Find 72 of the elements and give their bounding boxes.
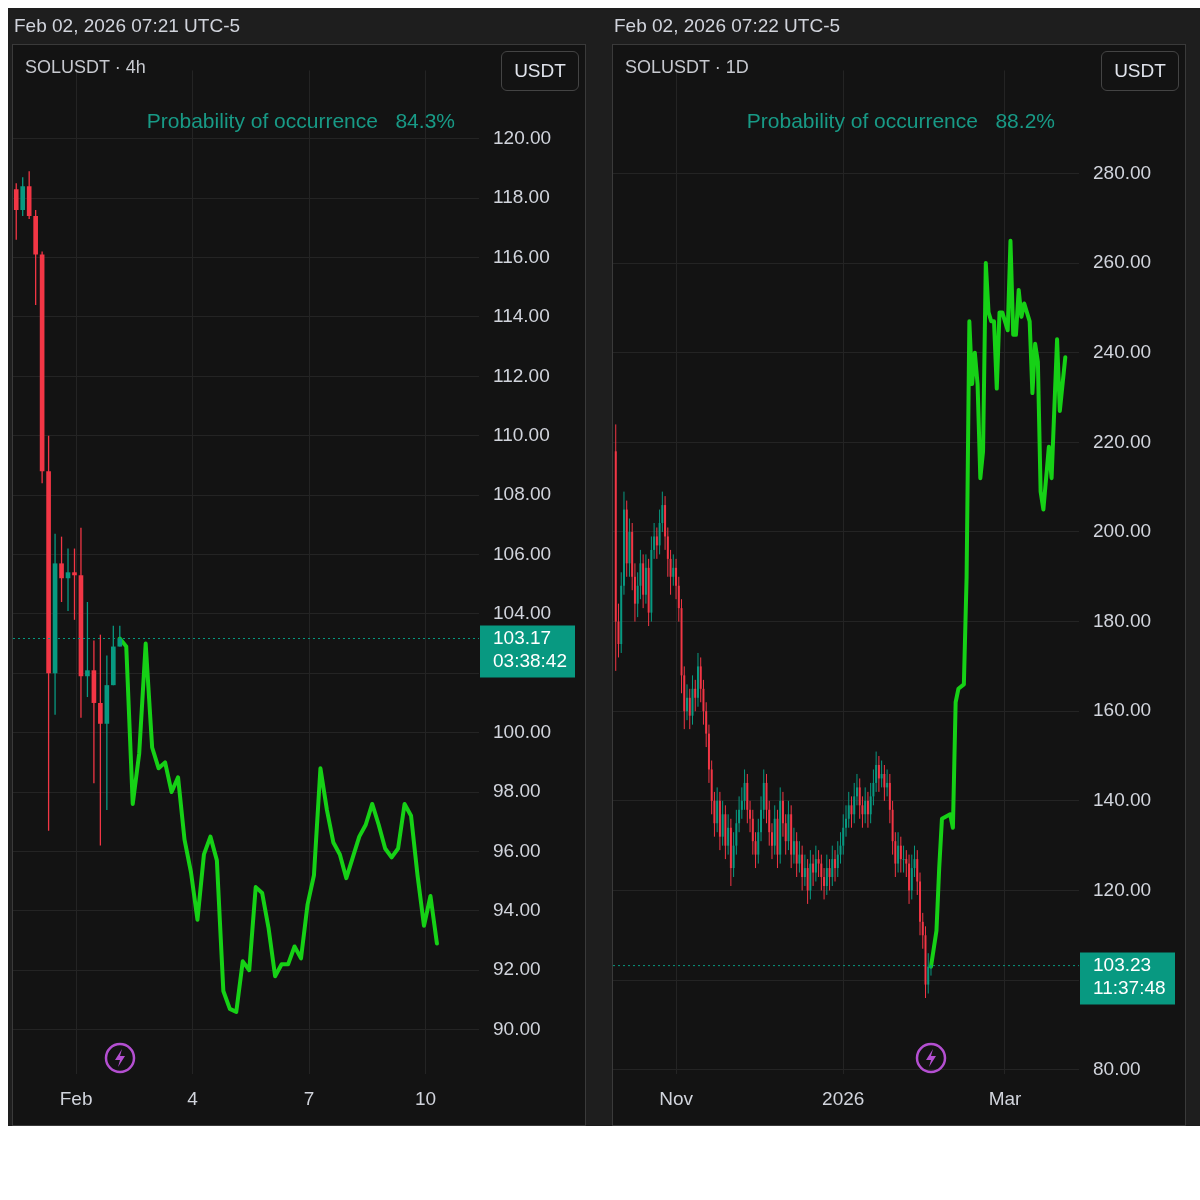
y-tick-label: 80.00 bbox=[1093, 1057, 1141, 1079]
y-tick-label: 120.00 bbox=[1093, 878, 1152, 900]
y-tick-label: 94.00 bbox=[493, 899, 541, 921]
y-tick-label: 98.00 bbox=[493, 780, 541, 802]
y-tick-label: 280.00 bbox=[1093, 161, 1152, 183]
candlestick bbox=[743, 768, 746, 811]
y-tick-label: 100.00 bbox=[493, 720, 552, 742]
candlestick bbox=[672, 553, 675, 587]
candlestick bbox=[902, 845, 905, 874]
y-tick-label: 110.00 bbox=[493, 423, 550, 445]
y-tick-label: 106.00 bbox=[493, 542, 552, 564]
candlestick bbox=[899, 836, 902, 874]
candlestick bbox=[716, 786, 719, 833]
candlestick bbox=[696, 652, 699, 708]
x-tick-label: 7 bbox=[303, 1087, 315, 1109]
candlestick bbox=[798, 840, 801, 874]
y-tick-label: 118.00 bbox=[493, 186, 550, 208]
candlestick bbox=[825, 854, 828, 896]
candlestick bbox=[686, 683, 688, 721]
y-tick-label: 160.00 bbox=[1093, 699, 1152, 721]
y-axis-title: USDT bbox=[1101, 51, 1179, 91]
candlestick bbox=[72, 547, 77, 621]
candlestick bbox=[828, 858, 831, 891]
candlestick bbox=[801, 845, 804, 891]
candlestick bbox=[13, 182, 19, 241]
y-axis-title: USDT bbox=[501, 51, 579, 91]
candlestick bbox=[795, 831, 798, 878]
y-tick-label: 140.00 bbox=[1093, 789, 1152, 811]
y-tick-label: 200.00 bbox=[1093, 520, 1152, 542]
x-tick-label: 10 bbox=[415, 1087, 437, 1109]
y-tick-label: 240.00 bbox=[1093, 340, 1152, 362]
candlestick bbox=[814, 845, 817, 883]
candlestick bbox=[806, 858, 809, 905]
candlestick bbox=[897, 831, 900, 874]
candlestick bbox=[850, 795, 853, 829]
x-tick-label: 4 bbox=[187, 1087, 199, 1109]
y-tick-label: 92.00 bbox=[493, 958, 541, 980]
y-tick-label: 260.00 bbox=[1093, 251, 1152, 273]
y-tick-label: 114.00 bbox=[493, 305, 550, 327]
y-tick-label: 104.00 bbox=[493, 602, 552, 624]
y-tick-label: 112.00 bbox=[493, 364, 550, 386]
y-tick-label: 120.00 bbox=[493, 126, 552, 148]
y-tick-label: 96.00 bbox=[493, 839, 541, 861]
candlestick bbox=[883, 764, 886, 802]
candlestick bbox=[20, 176, 26, 217]
chart-title: SOLUSDT · 4h bbox=[25, 57, 146, 78]
ref-line-label: 103.23 11:37:48 bbox=[1093, 953, 1166, 998]
x-tick-label: Nov bbox=[659, 1087, 694, 1109]
x-tick-label: Feb bbox=[59, 1087, 93, 1109]
x-tick-label: Mar bbox=[988, 1087, 1023, 1109]
chart-subtitle: Feb 02, 2026 07:21 UTC-5 bbox=[13, 14, 242, 38]
annotation: Probability of occurrence 84.3% bbox=[146, 109, 455, 133]
candlestick bbox=[59, 536, 64, 603]
candlestick bbox=[727, 813, 730, 856]
y-tick-label: 180.00 bbox=[1093, 609, 1152, 631]
candlestick bbox=[688, 688, 691, 730]
y-tick-label: 220.00 bbox=[1093, 430, 1152, 452]
chart-subtitle: Feb 02, 2026 07:22 UTC-5 bbox=[613, 14, 842, 38]
candlestick bbox=[721, 800, 724, 847]
ref-line-label: 103.17 03:38:42 bbox=[493, 626, 567, 671]
candlestick bbox=[877, 755, 880, 793]
candlestick bbox=[98, 634, 103, 847]
candlestick bbox=[694, 679, 697, 712]
y-tick-label: 90.00 bbox=[493, 1017, 541, 1039]
y-tick-label: 108.00 bbox=[493, 483, 552, 505]
annotation: Probability of occurrence 88.2% bbox=[746, 109, 1055, 133]
y-tick-label: 116.00 bbox=[493, 245, 550, 267]
candlestick bbox=[864, 786, 867, 824]
candlestick bbox=[831, 845, 834, 887]
x-tick-label: 2026 bbox=[822, 1087, 865, 1109]
candlestick bbox=[792, 827, 795, 865]
chart-title: SOLUSDT · 1D bbox=[625, 57, 749, 78]
